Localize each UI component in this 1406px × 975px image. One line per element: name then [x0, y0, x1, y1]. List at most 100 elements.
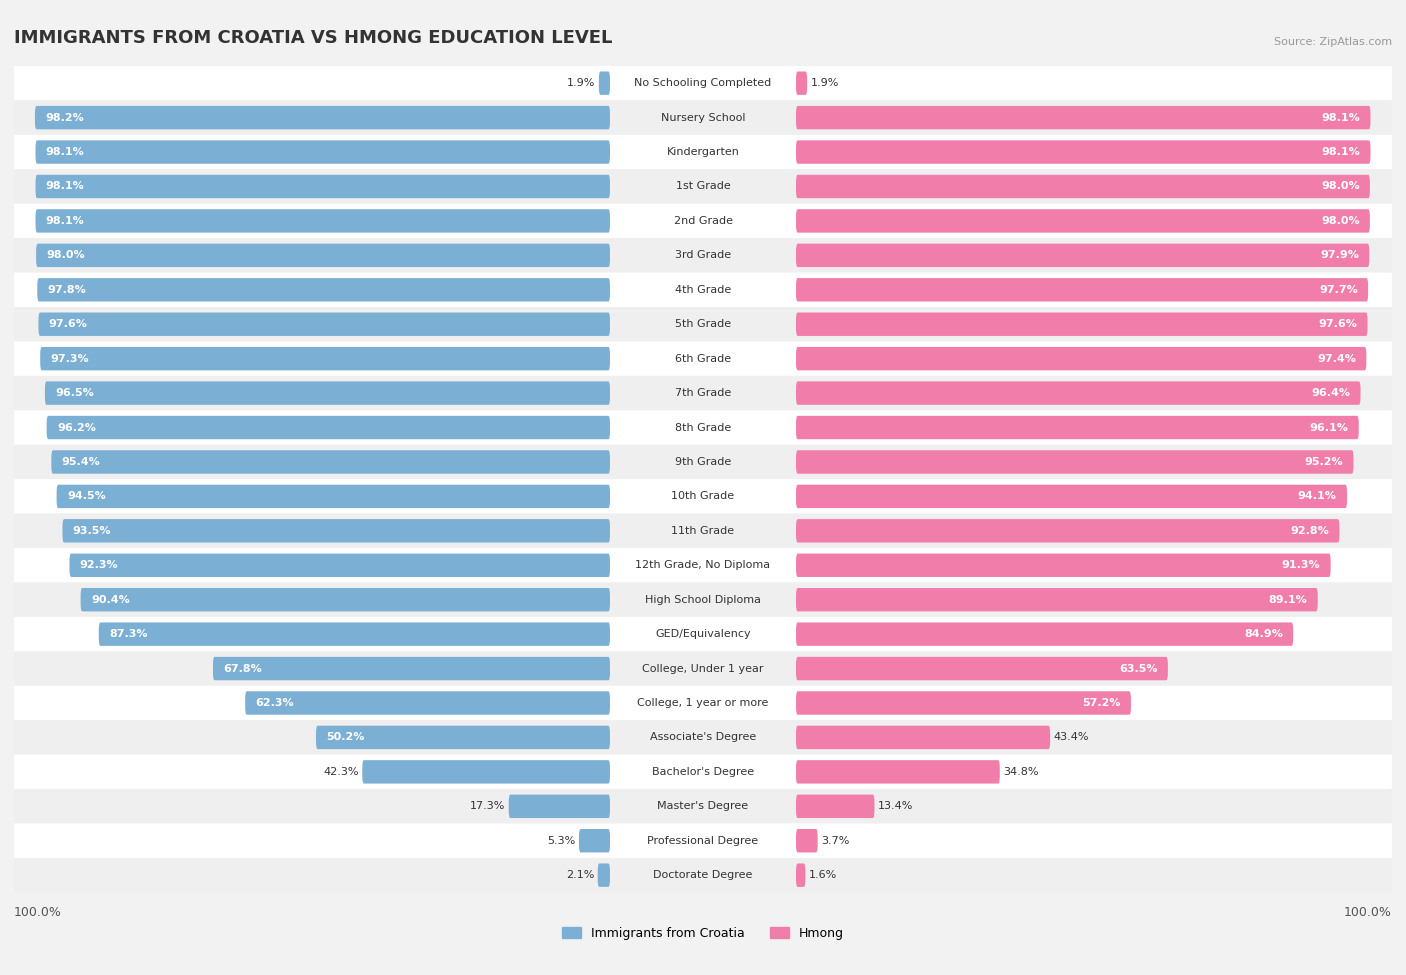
Text: 97.3%: 97.3% [51, 354, 89, 364]
Text: 2.1%: 2.1% [565, 870, 595, 880]
FancyBboxPatch shape [14, 100, 1392, 135]
Text: Nursery School: Nursery School [661, 113, 745, 123]
Text: 97.4%: 97.4% [1317, 354, 1355, 364]
Text: 62.3%: 62.3% [256, 698, 294, 708]
Text: 6th Grade: 6th Grade [675, 354, 731, 364]
FancyBboxPatch shape [796, 415, 1358, 439]
Text: 4th Grade: 4th Grade [675, 285, 731, 294]
FancyBboxPatch shape [796, 829, 818, 852]
Text: GED/Equivalency: GED/Equivalency [655, 629, 751, 640]
FancyBboxPatch shape [796, 347, 1367, 370]
Text: 93.5%: 93.5% [73, 526, 111, 536]
Text: Source: ZipAtlas.com: Source: ZipAtlas.com [1274, 37, 1392, 47]
FancyBboxPatch shape [509, 795, 610, 818]
FancyBboxPatch shape [14, 858, 1392, 892]
Text: 3rd Grade: 3rd Grade [675, 251, 731, 260]
Text: 95.4%: 95.4% [62, 457, 100, 467]
FancyBboxPatch shape [579, 829, 610, 852]
FancyBboxPatch shape [796, 657, 1168, 681]
Text: 96.5%: 96.5% [55, 388, 94, 398]
FancyBboxPatch shape [35, 210, 610, 233]
FancyBboxPatch shape [796, 760, 1000, 784]
Text: College, 1 year or more: College, 1 year or more [637, 698, 769, 708]
Text: Associate's Degree: Associate's Degree [650, 732, 756, 742]
Text: Doctorate Degree: Doctorate Degree [654, 870, 752, 880]
FancyBboxPatch shape [14, 273, 1392, 307]
Text: 96.1%: 96.1% [1309, 422, 1348, 433]
Text: 98.1%: 98.1% [1322, 147, 1360, 157]
Text: 94.5%: 94.5% [67, 491, 105, 501]
FancyBboxPatch shape [35, 106, 610, 130]
FancyBboxPatch shape [796, 278, 1368, 301]
FancyBboxPatch shape [35, 175, 610, 198]
Text: High School Diploma: High School Diploma [645, 595, 761, 604]
FancyBboxPatch shape [598, 864, 610, 887]
FancyBboxPatch shape [796, 725, 1050, 749]
FancyBboxPatch shape [14, 204, 1392, 238]
FancyBboxPatch shape [14, 170, 1392, 204]
FancyBboxPatch shape [796, 71, 807, 95]
FancyBboxPatch shape [14, 307, 1392, 341]
FancyBboxPatch shape [14, 514, 1392, 548]
Text: 87.3%: 87.3% [110, 629, 148, 640]
FancyBboxPatch shape [14, 410, 1392, 445]
Text: 98.1%: 98.1% [46, 147, 84, 157]
Text: 98.2%: 98.2% [45, 113, 84, 123]
Text: 3.7%: 3.7% [821, 836, 849, 845]
Text: 97.9%: 97.9% [1320, 251, 1360, 260]
FancyBboxPatch shape [796, 381, 1361, 405]
Text: 96.2%: 96.2% [58, 422, 96, 433]
Text: 12th Grade, No Diploma: 12th Grade, No Diploma [636, 561, 770, 570]
FancyBboxPatch shape [80, 588, 610, 611]
FancyBboxPatch shape [46, 415, 610, 439]
FancyBboxPatch shape [52, 450, 610, 474]
Text: 97.6%: 97.6% [49, 319, 87, 330]
FancyBboxPatch shape [796, 588, 1317, 611]
Text: 42.3%: 42.3% [323, 767, 359, 777]
FancyBboxPatch shape [796, 140, 1371, 164]
FancyBboxPatch shape [212, 657, 610, 681]
FancyBboxPatch shape [37, 244, 610, 267]
Text: 94.1%: 94.1% [1298, 491, 1337, 501]
Text: 89.1%: 89.1% [1268, 595, 1308, 604]
Text: 98.0%: 98.0% [1320, 215, 1360, 226]
Text: 34.8%: 34.8% [1004, 767, 1039, 777]
FancyBboxPatch shape [796, 244, 1369, 267]
FancyBboxPatch shape [14, 66, 1392, 100]
FancyBboxPatch shape [796, 795, 875, 818]
Text: 17.3%: 17.3% [470, 801, 505, 811]
FancyBboxPatch shape [14, 824, 1392, 858]
FancyBboxPatch shape [14, 376, 1392, 410]
Text: 8th Grade: 8th Grade [675, 422, 731, 433]
Text: 97.7%: 97.7% [1319, 285, 1358, 294]
FancyBboxPatch shape [316, 725, 610, 749]
FancyBboxPatch shape [14, 445, 1392, 479]
Text: 92.8%: 92.8% [1291, 526, 1329, 536]
Text: 91.3%: 91.3% [1282, 561, 1320, 570]
Text: 63.5%: 63.5% [1119, 664, 1157, 674]
Legend: Immigrants from Croatia, Hmong: Immigrants from Croatia, Hmong [557, 922, 849, 945]
Text: 95.2%: 95.2% [1305, 457, 1343, 467]
FancyBboxPatch shape [796, 691, 1130, 715]
FancyBboxPatch shape [14, 721, 1392, 755]
Text: College, Under 1 year: College, Under 1 year [643, 664, 763, 674]
Text: 97.6%: 97.6% [1319, 319, 1357, 330]
FancyBboxPatch shape [98, 622, 610, 645]
FancyBboxPatch shape [69, 554, 610, 577]
Text: 11th Grade: 11th Grade [672, 526, 734, 536]
FancyBboxPatch shape [796, 864, 806, 887]
FancyBboxPatch shape [14, 617, 1392, 651]
Text: 96.4%: 96.4% [1312, 388, 1350, 398]
Text: 7th Grade: 7th Grade [675, 388, 731, 398]
FancyBboxPatch shape [14, 479, 1392, 514]
Text: 67.8%: 67.8% [224, 664, 262, 674]
FancyBboxPatch shape [796, 175, 1369, 198]
Text: IMMIGRANTS FROM CROATIA VS HMONG EDUCATION LEVEL: IMMIGRANTS FROM CROATIA VS HMONG EDUCATI… [14, 29, 613, 47]
Text: 97.8%: 97.8% [48, 285, 86, 294]
Text: 90.4%: 90.4% [91, 595, 129, 604]
Text: 5.3%: 5.3% [547, 836, 575, 845]
FancyBboxPatch shape [796, 485, 1347, 508]
Text: 98.1%: 98.1% [46, 181, 84, 191]
Text: 100.0%: 100.0% [14, 906, 62, 919]
FancyBboxPatch shape [14, 582, 1392, 617]
